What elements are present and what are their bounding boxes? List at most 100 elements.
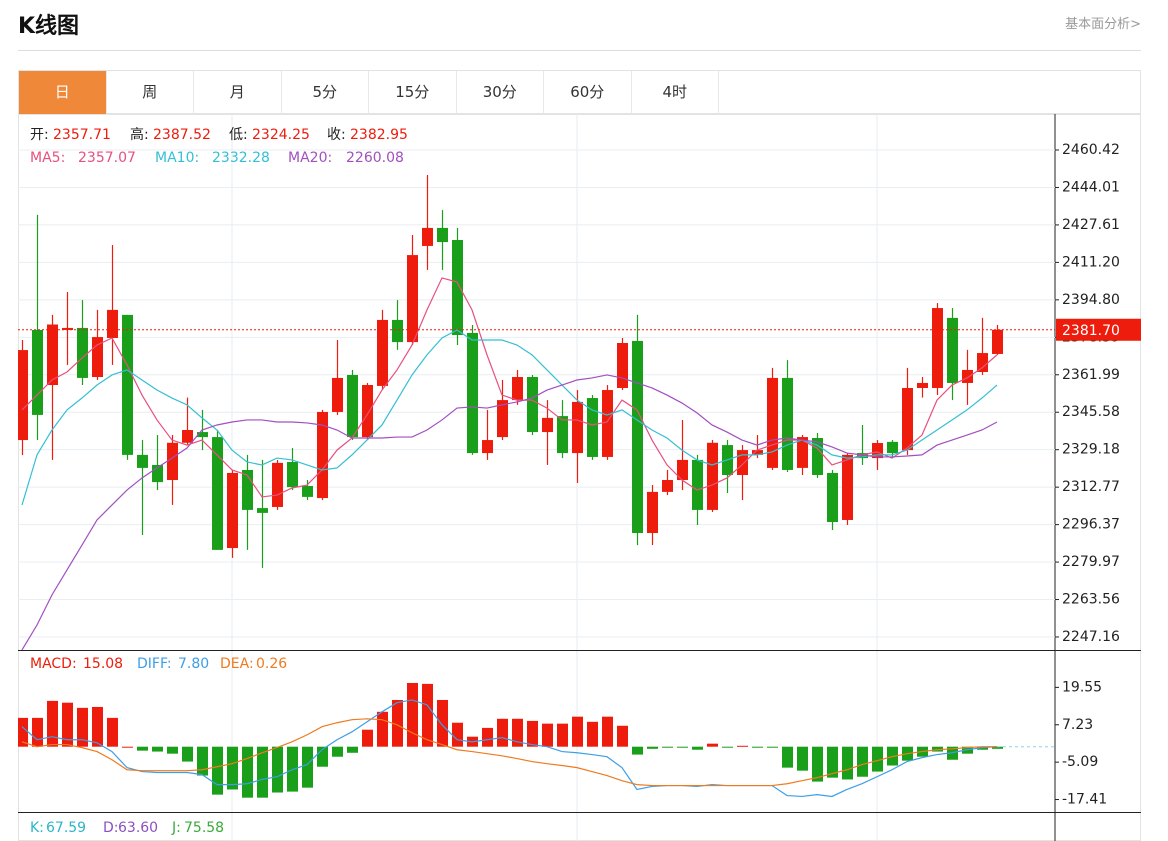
- macd-bar: [212, 746, 223, 795]
- macd-bar: [302, 746, 313, 788]
- macd-bar: [167, 746, 178, 754]
- last-price-label: 2381.70: [1062, 323, 1120, 339]
- legend-value: 2332.28: [212, 150, 270, 166]
- legend-label: MACD:: [30, 656, 77, 672]
- macd-bar: [32, 717, 43, 747]
- legend-label: J:: [171, 820, 181, 836]
- tab[interactable]: 月: [194, 71, 282, 114]
- candle-body: [602, 390, 613, 457]
- macd-bar: [587, 721, 598, 747]
- macd-bar: [347, 746, 358, 753]
- y-tick-label: 2444.01: [1062, 179, 1120, 195]
- candle-body: [572, 401, 583, 454]
- y-tick-label: 7.23: [1062, 717, 1093, 733]
- macd-bar: [242, 746, 253, 798]
- legend-label: MA20:: [288, 150, 332, 166]
- candle-body: [872, 443, 883, 459]
- tab[interactable]: 日: [19, 71, 107, 114]
- macd-bar: [737, 745, 748, 747]
- macd-bar: [872, 746, 883, 772]
- candle-body: [212, 437, 223, 550]
- candle-body: [917, 382, 928, 388]
- macd-bar: [407, 682, 418, 747]
- candle-body: [92, 337, 103, 378]
- legend-value: 2387.52: [153, 127, 211, 143]
- page-title: K线图: [18, 14, 80, 39]
- macd-bar: [107, 717, 118, 747]
- candle-body: [482, 440, 493, 454]
- candle-body: [152, 464, 163, 483]
- candle-body: [947, 317, 958, 383]
- macd-bar: [122, 746, 133, 748]
- candle-body: [527, 377, 538, 433]
- candle-body: [272, 462, 283, 507]
- candle-body: [512, 377, 523, 401]
- candle-body: [827, 472, 838, 523]
- candle-body: [257, 508, 268, 513]
- candle-body: [587, 398, 598, 457]
- y-tick-label: 2279.97: [1062, 554, 1120, 570]
- legend-label: 高:: [130, 126, 149, 143]
- macd-bar: [18, 717, 28, 747]
- candle-body: [197, 432, 208, 438]
- candle-body: [707, 442, 718, 510]
- candle-body: [62, 327, 73, 330]
- y-tick-label: 2263.56: [1062, 592, 1120, 608]
- y-tick-label: 2312.77: [1062, 479, 1120, 495]
- divider: [18, 50, 1141, 51]
- candle-body: [752, 450, 763, 455]
- macd-bar: [257, 746, 268, 798]
- macd-bar: [692, 746, 703, 750]
- macd-bar: [272, 746, 283, 793]
- macd-bar: [647, 746, 658, 749]
- y-tick-label: 2411.20: [1062, 254, 1120, 270]
- macd-bar: [482, 727, 493, 747]
- tab[interactable]: 周: [107, 71, 194, 114]
- macd-bar: [362, 729, 373, 747]
- ma-line: [21, 329, 998, 506]
- macd-bar: [182, 746, 193, 762]
- macd-bar: [602, 716, 613, 747]
- macd-bar: [527, 720, 538, 747]
- tab[interactable]: 4时: [632, 71, 719, 114]
- macd-bar: [227, 746, 238, 790]
- fundamental-link[interactable]: 基本面分析>: [1065, 17, 1141, 32]
- candle-body: [362, 385, 373, 438]
- candle-body: [662, 480, 673, 492]
- candle-body: [347, 374, 358, 438]
- macd-bar: [392, 699, 403, 747]
- macd-bar: [332, 746, 343, 757]
- macd-bar: [512, 718, 523, 747]
- candle-body: [797, 437, 808, 468]
- y-tick-label: 2345.58: [1062, 404, 1120, 420]
- candle-body: [902, 387, 913, 451]
- tab-bar: 日周月 5分 15分 30分 60分 4时: [18, 70, 1141, 114]
- candle-body: [977, 353, 988, 372]
- candle-body: [842, 454, 853, 520]
- tab[interactable]: 60分: [544, 71, 632, 114]
- candle-body: [617, 342, 628, 388]
- candle-body: [767, 377, 778, 468]
- legend-value: 2357.71: [53, 127, 111, 143]
- candle-body: [422, 227, 433, 246]
- legend-label: 开:: [30, 127, 49, 143]
- candle-body: [32, 329, 43, 415]
- legend-label: MA5:: [30, 150, 65, 166]
- tab[interactable]: 30分: [457, 71, 544, 114]
- legend-label: 低:: [229, 127, 248, 143]
- macd-bar: [722, 746, 733, 748]
- legend-label: DEA:: [220, 656, 254, 672]
- macd-bar: [62, 702, 73, 747]
- legend-value: 7.80: [178, 656, 209, 672]
- legend-value: 75.58: [184, 820, 224, 836]
- macd-line: [21, 718, 997, 787]
- ma-line: [21, 277, 998, 498]
- candle-body: [107, 309, 118, 338]
- legend-value: 2324.25: [252, 127, 310, 143]
- candle-body: [647, 491, 658, 533]
- macd-bar: [92, 706, 103, 747]
- tab[interactable]: 5分: [282, 71, 369, 114]
- tab[interactable]: 15分: [369, 71, 457, 114]
- legend-value: 2357.07: [78, 150, 136, 166]
- macd-bar: [827, 746, 838, 778]
